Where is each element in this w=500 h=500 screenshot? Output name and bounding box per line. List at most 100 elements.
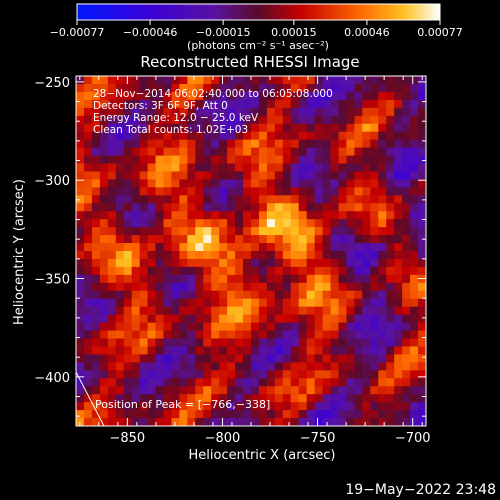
heatmap-cell xyxy=(418,322,426,331)
heatmap-cell xyxy=(338,258,347,268)
heatmap-cell xyxy=(346,338,355,347)
heatmap-cell xyxy=(131,274,141,284)
x-tick-label: −850 xyxy=(109,431,145,446)
heatmap-cell xyxy=(338,99,347,109)
heatmap-cell xyxy=(362,171,371,180)
heatmap-cell xyxy=(314,274,323,284)
heatmap-cell xyxy=(410,139,419,148)
heatmap-cell xyxy=(306,131,316,141)
heatmap-cell xyxy=(298,386,308,395)
heatmap-cell xyxy=(258,83,268,93)
heatmap-cell xyxy=(179,282,188,292)
heatmap-cell xyxy=(354,314,363,323)
heatmap-cell xyxy=(163,290,172,300)
heatmap-cell xyxy=(123,99,133,109)
heatmap-cell xyxy=(306,418,316,426)
heatmap-cell xyxy=(290,322,300,331)
heatmap-cell xyxy=(258,76,268,85)
heatmap-cell xyxy=(306,203,316,212)
heatmap-cell xyxy=(266,203,276,212)
heatmap-cell xyxy=(290,107,300,117)
limb-line xyxy=(75,371,105,427)
heatmap-cell xyxy=(179,187,188,196)
y-tick-label: −350 xyxy=(34,273,70,288)
heatmap-cell xyxy=(410,211,419,220)
heatmap-cell xyxy=(386,362,395,371)
heatmap-cell xyxy=(362,346,371,355)
heatmap-cell xyxy=(203,139,212,148)
heatmap-cell xyxy=(139,203,148,212)
heatmap-cell xyxy=(354,258,363,268)
heatmap-cell xyxy=(251,219,260,228)
heatmap-cell xyxy=(203,107,212,117)
heatmap-cell xyxy=(370,306,379,316)
heatmap-cell xyxy=(83,147,93,156)
heatmap-cell xyxy=(131,370,141,379)
heatmap-cell xyxy=(99,394,109,403)
heatmap-cell xyxy=(362,362,371,371)
heatmap-cell xyxy=(115,306,125,316)
heatmap-cell xyxy=(163,354,172,363)
heatmap-cell xyxy=(258,251,268,260)
heatmap-cell xyxy=(179,394,188,403)
heatmap-cell xyxy=(235,251,244,260)
heatmap-cell xyxy=(362,354,371,363)
heatmap-cell xyxy=(354,139,363,148)
heatmap-cell xyxy=(266,298,276,308)
heatmap-cell xyxy=(410,115,419,125)
heatmap-cell xyxy=(227,346,236,355)
heatmap-cell xyxy=(179,410,188,419)
heatmap-cell xyxy=(298,338,308,347)
heatmap-cell xyxy=(266,171,276,180)
heatmap-cell xyxy=(187,123,196,133)
heatmap-cell xyxy=(266,147,276,156)
heatmap-cell xyxy=(274,123,284,133)
heatmap-cell xyxy=(155,131,164,141)
heatmap-cell xyxy=(322,314,331,323)
heatmap-cell xyxy=(418,83,426,93)
heatmap-cell xyxy=(219,115,228,125)
heatmap-cell xyxy=(354,370,363,379)
colorbar-units: (photons cm⁻² s⁻¹ asec⁻²) xyxy=(187,39,329,52)
heatmap-cell xyxy=(338,131,347,141)
heatmap-cell xyxy=(338,203,347,212)
heatmap-cell xyxy=(187,378,196,387)
heatmap-cell xyxy=(402,282,411,292)
heatmap-cell xyxy=(330,402,339,411)
heatmap-cell xyxy=(282,314,292,323)
heatmap-cell xyxy=(386,131,395,141)
heatmap-cell xyxy=(362,386,371,395)
heatmap-cell xyxy=(386,418,395,426)
heatmap-cell xyxy=(370,163,379,172)
heatmap-cell xyxy=(386,290,395,300)
heatmap-cell xyxy=(370,386,379,395)
heatmap-cell xyxy=(83,83,93,93)
heatmap-cell xyxy=(330,115,339,125)
heatmap-cell xyxy=(99,139,109,148)
heatmap-cell xyxy=(346,402,355,411)
heatmap-cell xyxy=(282,402,292,411)
heatmap-cell xyxy=(235,354,244,363)
heatmap-cell xyxy=(346,91,355,101)
heatmap-cell xyxy=(107,251,117,260)
heatmap-cell xyxy=(394,418,403,426)
heatmap-cell xyxy=(195,211,204,220)
heatmap-cell xyxy=(219,418,228,426)
heatmap-cell xyxy=(179,266,188,276)
heatmap-cell xyxy=(338,290,347,300)
heatmap-cell xyxy=(346,362,355,371)
heatmap-cell xyxy=(227,211,236,220)
heatmap-cell xyxy=(76,346,85,355)
heatmap-cell xyxy=(362,282,371,292)
heatmap-cell xyxy=(251,362,260,371)
heatmap-cell xyxy=(163,139,172,148)
heatmap-cell xyxy=(203,83,212,93)
heatmap-cell xyxy=(354,410,363,419)
heatmap-cell xyxy=(139,139,148,148)
heatmap-cell xyxy=(274,219,284,228)
heatmap-cell xyxy=(298,394,308,403)
heatmap-cell xyxy=(322,139,331,148)
heatmap-cell xyxy=(131,362,141,371)
heatmap-cell xyxy=(394,107,403,117)
heatmap-cell xyxy=(235,274,244,284)
